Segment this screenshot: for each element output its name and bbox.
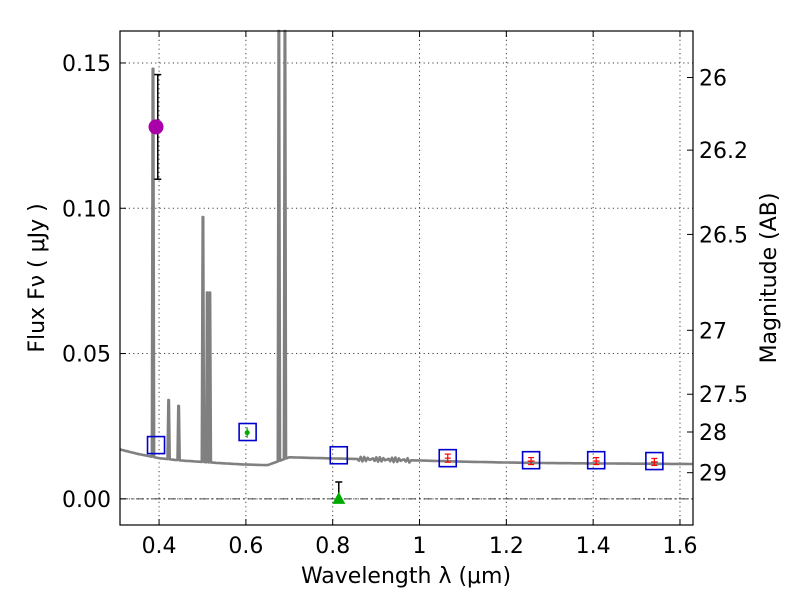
magnitude-tick-label: 26 xyxy=(699,66,727,91)
model-photometry-square xyxy=(645,451,664,471)
x-tick-label: 1.2 xyxy=(489,534,524,559)
axis-ticks: 0.4 0.6 0.8 1 1.2 1.4 1.6 0.00 0.05 0.10 0.15 26 26.… xyxy=(62,31,748,559)
model-photometry-square xyxy=(238,422,257,442)
x-tick-label: 0.8 xyxy=(315,534,350,559)
x-axis-label: Wavelength λ (μm) xyxy=(301,564,511,589)
upper-limit-marker xyxy=(332,491,346,504)
observed-point xyxy=(444,453,451,463)
y-tick-label: 0.10 xyxy=(62,197,111,222)
optical-point-marker xyxy=(244,430,250,436)
magnitude-tick-label: 28 xyxy=(699,421,727,446)
data-layer xyxy=(119,29,693,504)
x-tick-label: 1.6 xyxy=(662,534,697,559)
model-photometry-square xyxy=(146,435,166,455)
observed-point xyxy=(650,457,658,467)
x-tick-label: 0.4 xyxy=(142,534,177,559)
model-photometry-square xyxy=(521,450,541,470)
model-photometry-square xyxy=(329,445,349,465)
y-tick-label: 0.05 xyxy=(62,343,111,368)
y-axis-right-label: Magnitude (AB) xyxy=(757,193,782,364)
grid-lines xyxy=(120,31,693,525)
x-tick-label: 0.6 xyxy=(228,534,263,559)
magnitude-tick-label: 27 xyxy=(699,319,727,344)
model-spectrum-line xyxy=(119,29,693,467)
model-photometry-square xyxy=(586,450,606,470)
magnitude-tick-label: 26.2 xyxy=(699,139,748,164)
observed-point xyxy=(527,456,535,466)
y-tick-label: 0.00 xyxy=(62,488,111,513)
y-axis-label: Flux Fν ( μJy ) xyxy=(25,203,50,352)
x-tick-label: 1 xyxy=(413,534,427,559)
magnitude-tick-label: 26.5 xyxy=(699,223,748,248)
observed-point xyxy=(592,456,600,466)
model-photometry-square xyxy=(438,448,458,468)
uv-point-marker xyxy=(148,119,164,135)
magnitude-tick-label: 27.5 xyxy=(699,383,748,408)
x-tick-label: 1.4 xyxy=(576,534,611,559)
plot-frame xyxy=(119,30,694,526)
y-tick-label: 0.15 xyxy=(62,52,111,77)
magnitude-tick-label: 29 xyxy=(699,462,727,487)
